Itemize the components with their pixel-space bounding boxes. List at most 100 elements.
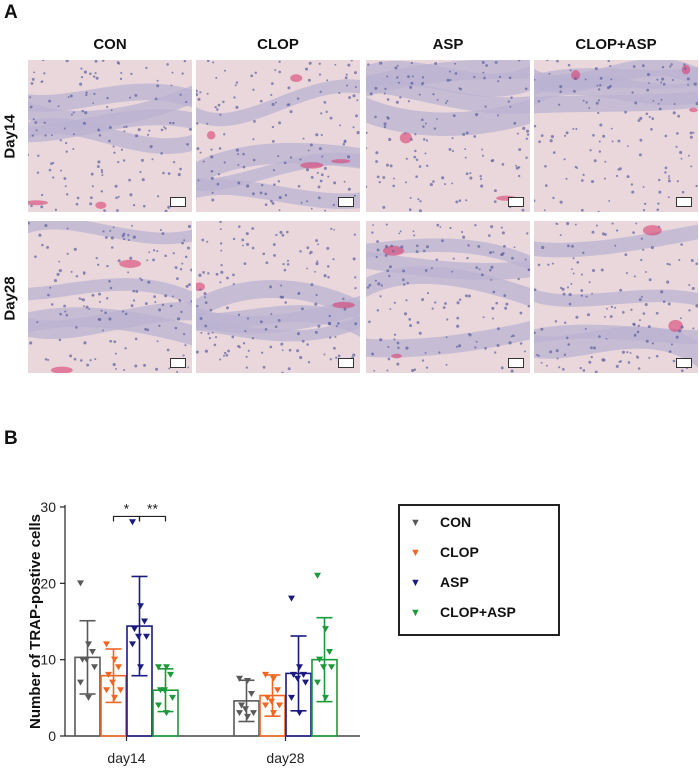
- data-point: [135, 633, 142, 640]
- data-point: [115, 664, 122, 671]
- data-point: [77, 580, 84, 587]
- significance-bracket: [112, 515, 141, 522]
- scale-bar: [170, 197, 186, 207]
- data-point: [137, 603, 144, 610]
- histology-image-day28-1: [28, 221, 192, 373]
- data-point: [242, 706, 249, 713]
- legend-label-con: CON: [440, 514, 472, 530]
- histology-image-day28-2: [196, 221, 360, 373]
- column-header-clop-asp: CLOP+ASP: [575, 36, 657, 53]
- data-point: [85, 641, 92, 648]
- data-point: [288, 694, 295, 701]
- data-point: [316, 656, 323, 663]
- significance-label: *: [124, 500, 130, 516]
- panel-b-label: B: [4, 428, 18, 449]
- data-point: [326, 649, 333, 656]
- data-point: [274, 687, 281, 694]
- data-point: [167, 671, 174, 678]
- row-header-day28: Day28: [1, 276, 19, 321]
- histology-image-day28-3: [366, 221, 530, 373]
- data-point: [169, 694, 176, 701]
- data-point: [300, 671, 307, 678]
- data-point: [155, 664, 162, 671]
- legend-marker-clop-asp: ▼: [410, 607, 421, 619]
- histology-image-day14-4: [534, 60, 698, 212]
- column-header-clop: CLOP: [257, 36, 299, 53]
- data-point: [322, 694, 329, 701]
- significance-bracket: [138, 515, 167, 522]
- scale-bar: [676, 358, 692, 368]
- data-point: [163, 664, 170, 671]
- histology-image-day14-3: [366, 60, 530, 212]
- y-tick-label: 10: [40, 652, 56, 668]
- data-point: [244, 678, 251, 685]
- data-point: [270, 710, 277, 717]
- chart-legend: ▼ CON ▼ CLOP ▼ ASP ▼ CLOP+ASP: [398, 504, 560, 636]
- data-point: [129, 641, 136, 648]
- legend-marker-con: ▼: [410, 517, 421, 529]
- row-header-day14: Day14: [1, 114, 19, 159]
- data-point: [137, 664, 144, 671]
- data-point: [103, 641, 110, 648]
- data-point: [236, 675, 243, 682]
- panel-a-label: A: [4, 2, 18, 23]
- data-point: [262, 702, 269, 709]
- histology-image-day14-1: [28, 60, 192, 212]
- x-tick-label-day14: day14: [107, 750, 145, 766]
- data-point: [268, 698, 275, 705]
- scale-bar: [508, 358, 524, 368]
- significance-label: **: [147, 500, 158, 516]
- data-point: [141, 618, 148, 625]
- data-point: [296, 664, 303, 671]
- data-point: [294, 675, 301, 682]
- data-point: [83, 656, 90, 663]
- data-point: [155, 702, 162, 709]
- data-point: [103, 687, 110, 694]
- legend-marker-asp: ▼: [410, 577, 421, 589]
- y-tick-label: 20: [40, 575, 56, 591]
- data-point: [270, 675, 277, 682]
- data-point: [109, 679, 116, 686]
- column-header-asp: ASP: [432, 36, 464, 53]
- data-point: [91, 664, 98, 671]
- data-point: [77, 679, 84, 686]
- data-point: [322, 626, 329, 633]
- data-point: [105, 671, 112, 678]
- data-point: [262, 671, 269, 678]
- data-point: [320, 664, 327, 671]
- data-point: [238, 702, 245, 709]
- histology-image-day14-2: [196, 60, 360, 212]
- y-tick-label: 30: [40, 499, 56, 515]
- scale-bar: [170, 358, 186, 368]
- data-point: [117, 687, 124, 694]
- data-point: [236, 710, 243, 717]
- data-point: [131, 626, 138, 633]
- data-point: [163, 710, 170, 717]
- column-header-con: CON: [93, 36, 127, 53]
- data-point: [296, 710, 303, 717]
- data-point: [314, 572, 321, 579]
- y-tick-label: 0: [48, 728, 56, 744]
- data-point: [290, 671, 297, 678]
- scale-bar: [508, 197, 524, 207]
- data-point: [129, 519, 136, 526]
- data-point: [328, 664, 335, 671]
- data-point: [89, 649, 96, 656]
- legend-label-clop: CLOP: [440, 544, 479, 560]
- legend-label-clop-asp: CLOP+ASP: [440, 604, 516, 620]
- data-point: [111, 694, 118, 701]
- data-point: [302, 679, 309, 686]
- histology-image-day28-4: [534, 221, 698, 373]
- data-point: [264, 694, 271, 701]
- data-point: [288, 595, 295, 602]
- x-tick-label-day28: day28: [266, 750, 304, 766]
- data-point: [314, 679, 321, 686]
- data-point: [244, 713, 251, 720]
- data-point: [143, 633, 150, 640]
- data-point: [276, 702, 283, 709]
- legend-marker-clop: ▼: [410, 547, 421, 559]
- y-axis-label: Number of TRAP-postive cells: [27, 514, 44, 729]
- scale-bar: [676, 197, 692, 207]
- data-point: [85, 694, 92, 701]
